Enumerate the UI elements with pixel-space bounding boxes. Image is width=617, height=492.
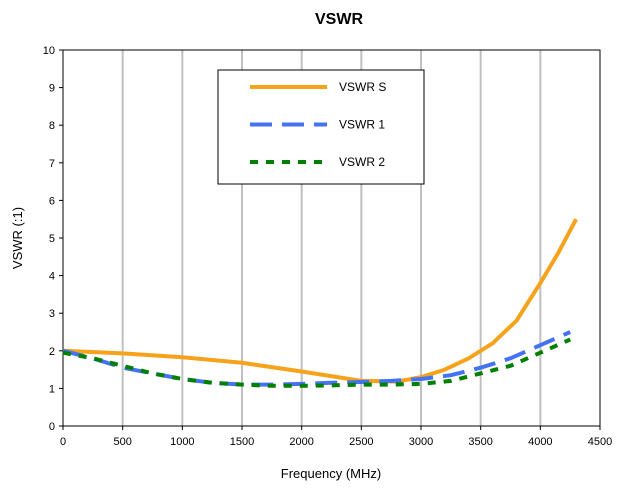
y-tick-label: 9 — [49, 83, 55, 95]
data-point-vswr-2 — [510, 365, 512, 367]
y-tick-label: 2 — [49, 346, 55, 358]
x-tick-label: 1500 — [230, 436, 254, 448]
data-point-vswr-2 — [271, 385, 273, 387]
data-point-vswr-s — [557, 252, 559, 254]
y-tick-label: 5 — [49, 233, 55, 245]
legend-label-vswr-1: VSWR 1 — [339, 118, 385, 132]
series-line-vswr-2 — [62, 337, 572, 388]
data-point-vswr-1 — [390, 380, 392, 382]
y-tick-label: 6 — [49, 195, 55, 207]
y-tick-label: 10 — [43, 45, 55, 57]
x-tick-label: 1000 — [170, 436, 194, 448]
data-point-vswr-2 — [331, 384, 333, 386]
data-point-vswr-2 — [152, 372, 154, 374]
data-point-vswr-2 — [420, 383, 422, 385]
data-point-vswr-s — [122, 352, 124, 354]
series-layer — [62, 218, 578, 388]
data-point-vswr-2 — [450, 380, 452, 382]
data-point-vswr-2 — [211, 382, 213, 384]
y-tick-label: 0 — [49, 421, 55, 433]
x-tick-label: 0 — [60, 436, 66, 448]
y-tick-label: 8 — [49, 120, 55, 132]
y-tick-label: 1 — [49, 383, 55, 395]
data-point-vswr-1 — [450, 374, 452, 376]
y-tick-label: 3 — [49, 308, 55, 320]
x-tick-label: 4500 — [588, 436, 612, 448]
data-point-vswr-1 — [122, 367, 124, 369]
data-point-vswr-s — [241, 362, 243, 364]
x-tick-label: 2500 — [349, 436, 373, 448]
data-point-vswr-s — [539, 282, 541, 284]
data-point-vswr-2 — [62, 352, 64, 354]
data-point-vswr-1 — [480, 367, 482, 369]
data-point-vswr-2 — [301, 385, 303, 387]
x-tick-label: 4000 — [528, 436, 552, 448]
chart-title: VSWR — [315, 11, 363, 28]
x-tick-label: 2000 — [289, 436, 313, 448]
x-tick-label: 3500 — [468, 436, 492, 448]
legend-label-vswr-2: VSWR 2 — [339, 155, 385, 169]
x-tick-label: 3000 — [409, 436, 433, 448]
x-tick-label: 500 — [113, 436, 131, 448]
data-point-vswr-s — [468, 357, 470, 359]
data-point-vswr-2 — [122, 365, 124, 367]
data-point-vswr-s — [516, 320, 518, 322]
data-point-vswr-1 — [510, 357, 512, 359]
y-axis-title: VSWR (:1) — [10, 207, 25, 269]
data-point-vswr-2 — [241, 384, 243, 386]
data-point-vswr-s — [492, 342, 494, 344]
data-point-vswr-1 — [360, 381, 362, 383]
data-point-vswr-s — [301, 371, 303, 373]
axis-ticks: 0 500 1000 1500 2000 2500 3000 3500 4000 4500 0 1 2 3… — [43, 45, 612, 448]
data-point-vswr-2 — [569, 339, 571, 341]
y-tick-label: 4 — [49, 271, 55, 283]
series-line-vswr-1 — [62, 330, 572, 387]
data-point-vswr-2 — [360, 384, 362, 386]
data-point-vswr-2 — [181, 378, 183, 380]
data-point-vswr-2 — [480, 372, 482, 374]
data-point-vswr-1 — [539, 344, 541, 346]
data-point-vswr-1 — [569, 331, 571, 333]
y-tick-label: 7 — [49, 158, 55, 170]
legend: VSWR S VSWR 1 VSWR 2 — [217, 69, 425, 185]
x-axis-title: Frequency (MHz) — [281, 466, 381, 481]
data-point-vswr-s — [575, 218, 577, 220]
data-point-vswr-s — [444, 369, 446, 371]
legend-label-vswr-s: VSWR S — [339, 80, 386, 94]
data-point-vswr-s — [181, 356, 183, 358]
data-point-vswr-2 — [539, 352, 541, 354]
data-point-vswr-2 — [92, 357, 94, 359]
data-point-vswr-2 — [390, 384, 392, 386]
data-point-vswr-1 — [420, 378, 422, 380]
